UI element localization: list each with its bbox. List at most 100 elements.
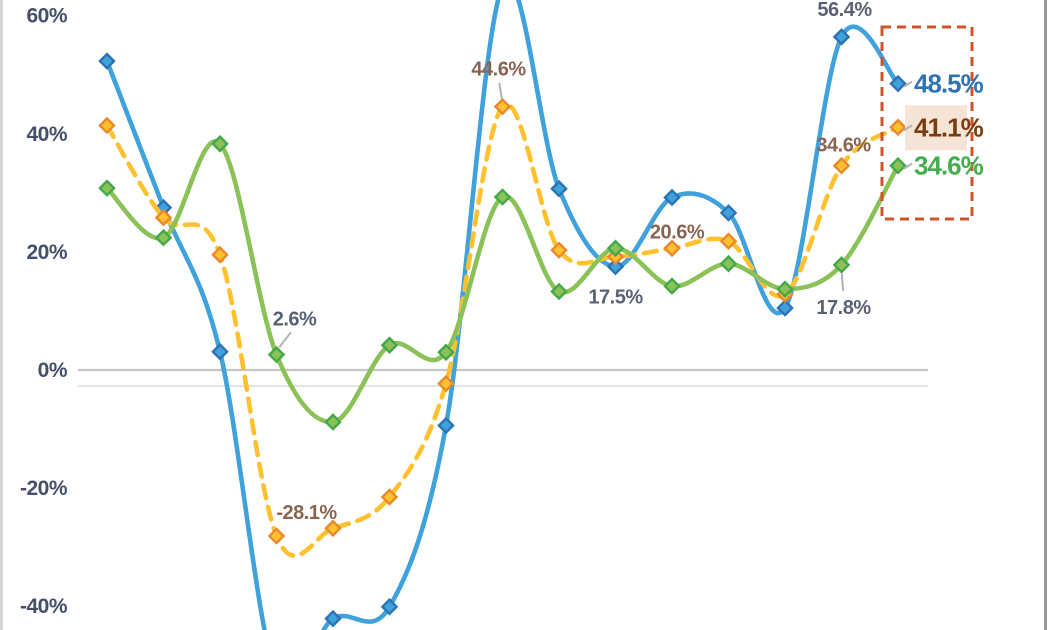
diamond-marker-icon bbox=[267, 345, 286, 364]
label-leader-line bbox=[840, 273, 845, 291]
blue-series-marker bbox=[550, 179, 568, 198]
data-point-label: 17.8% bbox=[816, 297, 871, 319]
blue-series-line bbox=[104, 0, 901, 630]
data-point-label: 20.6% bbox=[650, 221, 705, 243]
green-series-line bbox=[104, 139, 901, 425]
diamond-marker-icon bbox=[776, 280, 794, 298]
green-series-marker bbox=[154, 228, 173, 247]
blue-series-marker bbox=[832, 28, 851, 46]
blue-series-marker bbox=[606, 257, 625, 276]
diamond-marker-icon bbox=[663, 188, 681, 207]
green-series-marker bbox=[550, 282, 568, 301]
y-axis-tick-label: 40% bbox=[26, 123, 67, 146]
orange-series-marker bbox=[719, 232, 738, 250]
end-label-tick bbox=[903, 124, 913, 132]
diamond-marker-icon bbox=[493, 97, 512, 116]
y-axis-tick-label: -20% bbox=[20, 477, 68, 500]
diamond-marker-icon bbox=[380, 488, 399, 506]
y-axis-tick-label: 0% bbox=[38, 359, 68, 382]
diamond-marker-icon bbox=[380, 336, 399, 354]
blue-series-marker bbox=[889, 74, 907, 93]
green-series-marker bbox=[324, 413, 342, 431]
diamond-marker-icon bbox=[889, 74, 907, 93]
data-point-label: 56.4% bbox=[817, 0, 872, 21]
green-series-marker bbox=[776, 280, 794, 298]
data-point-label: 2.6% bbox=[273, 309, 317, 331]
diamond-marker-icon bbox=[832, 156, 851, 175]
diamond-marker-icon bbox=[719, 204, 738, 222]
diamond-marker-icon bbox=[154, 228, 173, 247]
label-leader-line bbox=[278, 331, 292, 349]
end-label-tick bbox=[903, 80, 913, 88]
diamond-marker-icon bbox=[324, 609, 342, 628]
data-point-label: 44.6% bbox=[471, 59, 526, 81]
diamond-marker-icon bbox=[776, 299, 794, 317]
green-series-marker bbox=[267, 345, 286, 364]
diamond-marker-icon bbox=[889, 118, 907, 137]
diamond-marker-icon bbox=[550, 241, 568, 259]
blue-series-end-label: 48.5% bbox=[914, 69, 984, 99]
diamond-marker-icon bbox=[380, 598, 399, 616]
green-series-marker bbox=[437, 343, 455, 362]
y-axis-tick-label: 20% bbox=[26, 241, 67, 264]
diamond-marker-icon bbox=[437, 416, 455, 435]
orange-series-marker bbox=[889, 118, 907, 137]
orange-series-marker bbox=[324, 519, 342, 538]
blue-series-marker bbox=[663, 188, 681, 207]
green-series-marker bbox=[719, 254, 738, 273]
diamond-marker-icon bbox=[832, 256, 851, 274]
diamond-marker-icon bbox=[719, 254, 738, 273]
orange-series-marker bbox=[211, 246, 229, 264]
orange-series-marker bbox=[437, 374, 455, 393]
blue-series-marker bbox=[380, 598, 399, 616]
green-series-marker bbox=[380, 336, 399, 354]
orange-series-end-label: 41.1% bbox=[914, 112, 984, 142]
diamond-marker-icon bbox=[211, 135, 229, 153]
label-leader-line bbox=[498, 82, 503, 100]
diamond-marker-icon bbox=[267, 527, 286, 545]
diamond-marker-icon bbox=[606, 239, 625, 258]
diamond-marker-icon bbox=[663, 239, 681, 258]
diamond-marker-icon bbox=[324, 413, 342, 431]
diamond-marker-icon bbox=[719, 232, 738, 250]
diamond-marker-icon bbox=[324, 519, 342, 538]
diamond-marker-icon bbox=[493, 188, 512, 206]
diamond-marker-icon bbox=[832, 28, 851, 46]
green-series-marker bbox=[493, 188, 512, 206]
orange-series-marker bbox=[832, 156, 851, 175]
orange-series-marker bbox=[493, 97, 512, 116]
diamond-marker-icon bbox=[606, 257, 625, 276]
diamond-marker-icon bbox=[550, 282, 568, 301]
diamond-marker-icon bbox=[437, 343, 455, 362]
blue-series-marker bbox=[776, 299, 794, 317]
end-label-highlight bbox=[905, 105, 967, 151]
orange-series-marker bbox=[663, 239, 681, 258]
green-series-marker bbox=[889, 156, 907, 175]
y-axis-tick-label: 60% bbox=[26, 5, 67, 28]
window-left-border bbox=[0, 0, 3, 630]
diamond-marker-icon bbox=[98, 52, 116, 70]
blue-series-marker bbox=[719, 204, 738, 222]
green-series-end-label: 34.6% bbox=[914, 151, 984, 181]
end-labels-callout-box bbox=[880, 25, 974, 221]
green-series-marker bbox=[663, 277, 681, 295]
data-point-label: 34.6% bbox=[816, 135, 871, 157]
diamond-marker-icon bbox=[98, 116, 116, 135]
diamond-marker-icon bbox=[889, 156, 907, 175]
diamond-marker-icon bbox=[211, 342, 229, 361]
y-axis-tick-label: -40% bbox=[20, 595, 68, 618]
diamond-marker-icon bbox=[663, 277, 681, 295]
blue-series-marker bbox=[437, 416, 455, 435]
window-right-border bbox=[1044, 0, 1047, 630]
diamond-marker-icon bbox=[211, 246, 229, 264]
diamond-marker-icon bbox=[154, 208, 173, 227]
green-series-marker bbox=[606, 239, 625, 258]
diamond-marker-icon bbox=[98, 179, 116, 197]
diamond-marker-icon bbox=[437, 374, 455, 393]
orange-series-line bbox=[104, 101, 901, 558]
orange-series-marker bbox=[154, 208, 173, 227]
diamond-marker-icon bbox=[550, 179, 568, 198]
data-point-label: -28.1% bbox=[276, 502, 337, 524]
